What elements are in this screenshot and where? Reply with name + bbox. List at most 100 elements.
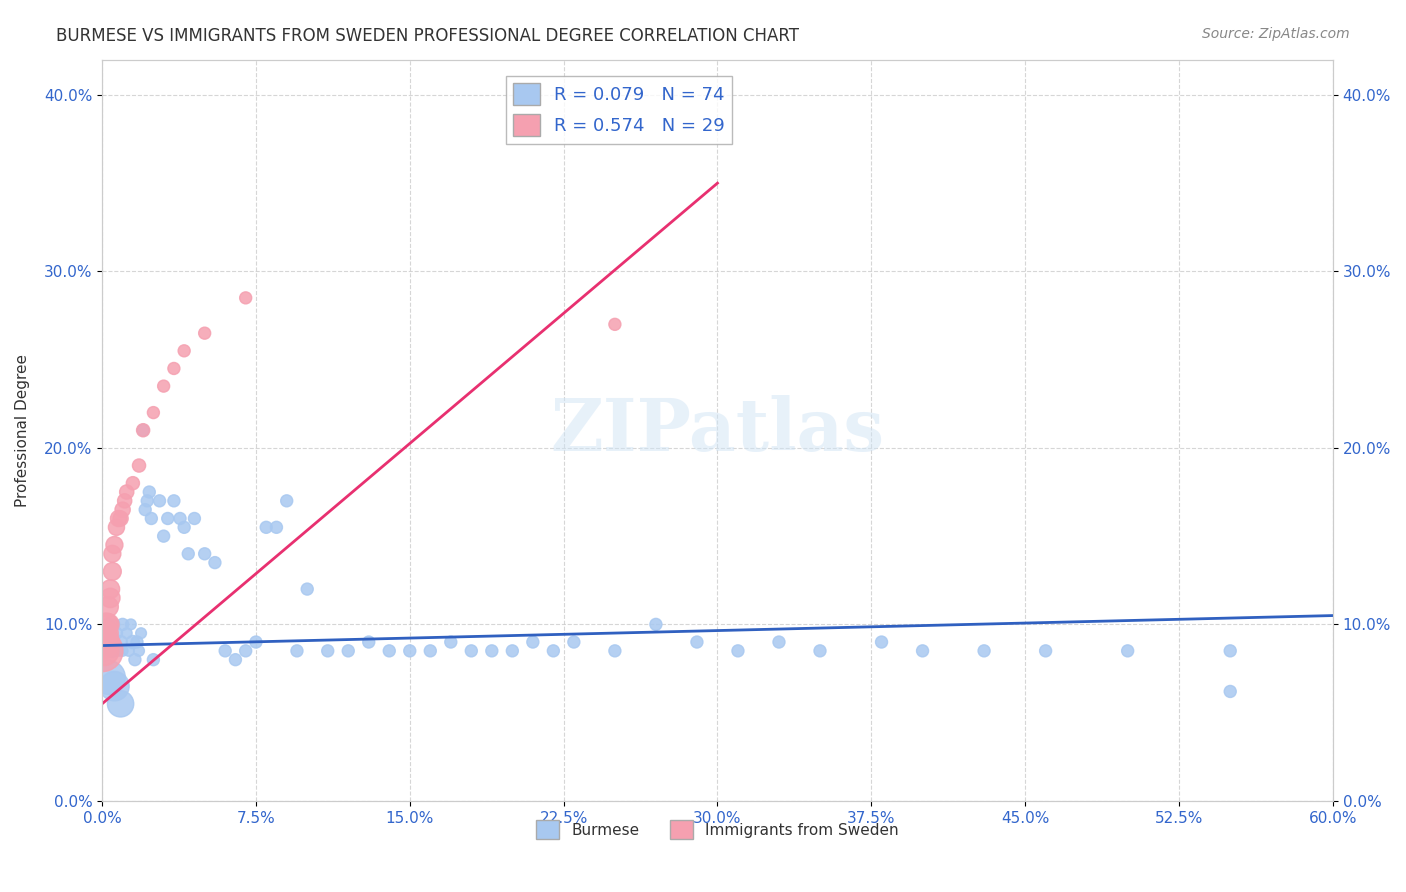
Point xyxy=(183,511,205,525)
Point xyxy=(110,697,132,711)
Point xyxy=(105,626,128,640)
Point xyxy=(142,406,165,420)
Point xyxy=(118,644,141,658)
Point xyxy=(128,458,150,473)
Point xyxy=(91,626,114,640)
Point xyxy=(111,617,134,632)
Point xyxy=(224,653,246,667)
Point xyxy=(911,644,934,658)
Point xyxy=(973,644,995,658)
Point xyxy=(357,635,380,649)
Point xyxy=(254,520,277,534)
Point xyxy=(132,423,155,437)
Point xyxy=(111,502,134,516)
Point xyxy=(481,644,503,658)
Point xyxy=(138,485,160,500)
Point xyxy=(97,617,120,632)
Point xyxy=(141,511,163,525)
Point xyxy=(1035,644,1057,658)
Point xyxy=(169,511,191,525)
Point xyxy=(245,635,267,649)
Point xyxy=(501,644,523,658)
Point xyxy=(152,529,174,543)
Legend: Burmese, Immigrants from Sweden: Burmese, Immigrants from Sweden xyxy=(530,814,905,845)
Point xyxy=(91,644,114,658)
Point xyxy=(142,653,165,667)
Point xyxy=(194,547,217,561)
Point xyxy=(1116,644,1139,658)
Point xyxy=(378,644,401,658)
Point xyxy=(266,520,288,534)
Point xyxy=(111,644,134,658)
Point xyxy=(204,556,226,570)
Point xyxy=(285,644,308,658)
Text: Source: ZipAtlas.com: Source: ZipAtlas.com xyxy=(1202,27,1350,41)
Text: BURMESE VS IMMIGRANTS FROM SWEDEN PROFESSIONAL DEGREE CORRELATION CHART: BURMESE VS IMMIGRANTS FROM SWEDEN PROFES… xyxy=(56,27,799,45)
Point xyxy=(93,644,115,658)
Point xyxy=(115,626,138,640)
Text: ZIPatlas: ZIPatlas xyxy=(550,395,884,466)
Point xyxy=(603,318,626,332)
Point xyxy=(194,326,217,341)
Y-axis label: Professional Degree: Professional Degree xyxy=(15,354,30,507)
Point xyxy=(98,626,121,640)
Point xyxy=(128,644,150,658)
Point xyxy=(122,635,145,649)
Point xyxy=(1219,684,1241,698)
Point xyxy=(101,644,124,658)
Point xyxy=(297,582,319,596)
Point xyxy=(808,644,831,658)
Point xyxy=(93,635,115,649)
Point xyxy=(398,644,420,658)
Point xyxy=(91,644,114,658)
Point xyxy=(96,617,118,632)
Point xyxy=(460,644,482,658)
Point xyxy=(163,361,186,376)
Point xyxy=(173,343,195,358)
Point xyxy=(1219,644,1241,658)
Point xyxy=(156,511,179,525)
Point xyxy=(103,679,125,693)
Point xyxy=(107,511,129,525)
Point xyxy=(136,493,159,508)
Point xyxy=(96,626,118,640)
Point xyxy=(235,291,257,305)
Point xyxy=(173,520,195,534)
Point xyxy=(114,493,136,508)
Point xyxy=(134,502,156,516)
Point xyxy=(727,644,749,658)
Point xyxy=(101,547,124,561)
Point xyxy=(115,485,138,500)
Point xyxy=(110,511,132,525)
Point xyxy=(522,635,544,649)
Point xyxy=(97,599,120,614)
Point xyxy=(214,644,236,658)
Point xyxy=(97,670,120,684)
Point xyxy=(97,617,120,632)
Point xyxy=(543,644,565,658)
Point xyxy=(103,617,125,632)
Point xyxy=(129,626,152,640)
Point xyxy=(235,644,257,658)
Point xyxy=(91,635,114,649)
Point xyxy=(870,635,893,649)
Point xyxy=(103,538,125,552)
Point xyxy=(603,644,626,658)
Point xyxy=(148,493,170,508)
Point xyxy=(152,379,174,393)
Point xyxy=(122,476,145,491)
Point xyxy=(177,547,200,561)
Point xyxy=(105,520,128,534)
Point xyxy=(163,493,186,508)
Point xyxy=(107,644,129,658)
Point xyxy=(419,644,441,658)
Point xyxy=(440,635,463,649)
Point xyxy=(110,635,132,649)
Point xyxy=(101,565,124,579)
Point xyxy=(132,423,155,437)
Point xyxy=(686,635,709,649)
Point xyxy=(645,617,668,632)
Point xyxy=(125,635,148,649)
Point xyxy=(98,591,121,605)
Point xyxy=(562,635,585,649)
